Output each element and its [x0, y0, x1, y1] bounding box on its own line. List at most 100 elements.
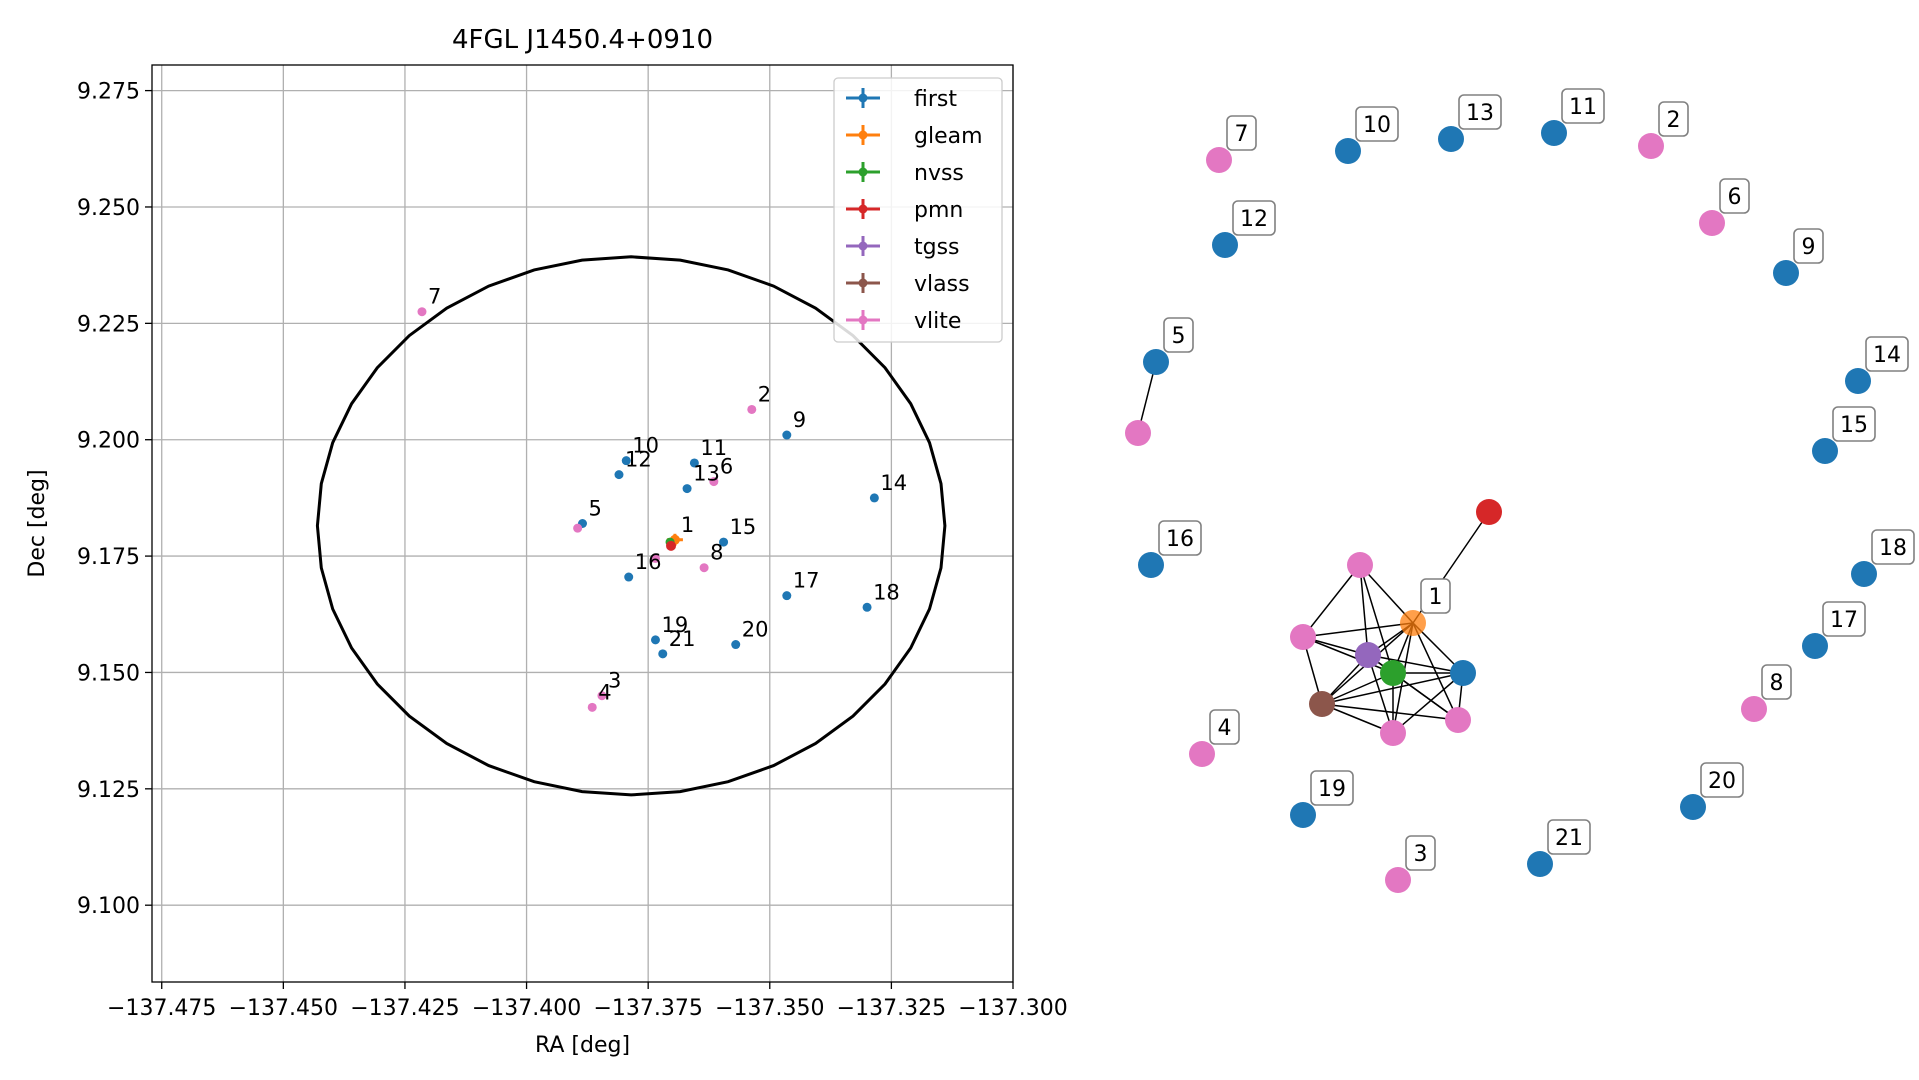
point-label: 7 — [428, 285, 441, 309]
graph-node — [1290, 624, 1316, 650]
graph-node-label: 20 — [1708, 769, 1736, 794]
legend-marker-dot — [858, 204, 868, 214]
graph-node — [1450, 660, 1476, 686]
point-first — [689, 458, 699, 468]
x-tick-label: −137.425 — [350, 996, 459, 1021]
point-label: 9 — [793, 408, 806, 432]
point-vlite — [417, 307, 427, 317]
point-first — [624, 572, 634, 582]
graph-node-label: 19 — [1318, 777, 1346, 802]
point-label: 4 — [598, 680, 611, 704]
graph-node-label: 1 — [1429, 585, 1443, 610]
y-tick-label: 9.100 — [77, 894, 140, 919]
x-tick-label: −137.350 — [715, 996, 824, 1021]
graph-node-label-box — [1871, 529, 1915, 565]
graph-node-label: 18 — [1879, 536, 1907, 561]
graph-node — [1541, 120, 1567, 146]
point-label: 10 — [632, 434, 659, 458]
graph-node-label-box — [1561, 88, 1605, 124]
graph-node-label-box — [1719, 178, 1750, 214]
graph-nodes — [1125, 120, 1877, 893]
graph-node — [1347, 552, 1373, 578]
graph-node — [1212, 232, 1238, 258]
graph-edge — [1367, 654, 1464, 674]
point-label: 2 — [758, 382, 771, 406]
graph-node-label: 7 — [1235, 122, 1249, 147]
x-tick-label: −137.475 — [107, 996, 216, 1021]
legend-marker-dot — [858, 93, 868, 103]
graph-node — [1143, 349, 1169, 375]
legend-box — [833, 77, 1003, 343]
legend-label: nvss — [914, 161, 964, 186]
graph-node-label: 4 — [1218, 716, 1232, 741]
graph-node-label: 16 — [1166, 527, 1194, 552]
axes-frame — [151, 64, 1014, 983]
graph-node-label: 3 — [1414, 842, 1428, 867]
graph-node-label: 9 — [1802, 235, 1816, 260]
graph-edge — [1412, 622, 1459, 721]
point-first — [869, 493, 879, 503]
localization-ellipse — [315, 255, 947, 797]
point-vlite — [587, 702, 597, 712]
point-label: 21 — [669, 627, 696, 651]
graph-node — [1309, 691, 1335, 717]
graph-node — [1773, 260, 1799, 286]
legend-label: tgss — [914, 235, 960, 260]
graph-edge — [1359, 564, 1394, 674]
point-label: 12 — [625, 448, 652, 472]
graph-node — [1527, 851, 1553, 877]
graph-node-label: 21 — [1555, 826, 1583, 851]
point-label: 13 — [693, 462, 720, 486]
x-tick-label: −137.325 — [837, 996, 946, 1021]
graph-node-label-box — [1761, 664, 1792, 700]
legend-label: gleam — [914, 124, 983, 149]
graph-node — [1680, 794, 1706, 820]
graph-node-label-box — [1310, 770, 1354, 806]
legend-marker-dot — [858, 167, 868, 177]
legend-marker-dot — [858, 278, 868, 288]
graph-edge — [1302, 622, 1414, 638]
graph-node-label: 6 — [1728, 185, 1742, 210]
point-first — [731, 640, 741, 650]
x-tick-label: −137.450 — [229, 996, 338, 1021]
graph-edge — [1392, 672, 1464, 734]
legend-marker-dot — [858, 241, 868, 251]
legend-label: first — [914, 87, 957, 112]
graph-node — [1400, 610, 1426, 636]
graph-node-label-box — [1420, 578, 1451, 614]
graph-node-label-box — [1458, 94, 1502, 130]
point-label: 17 — [793, 569, 820, 593]
point-first — [782, 591, 792, 601]
legend-label: vlite — [914, 309, 961, 334]
graph-edge — [1359, 564, 1414, 624]
graph-node-label: 15 — [1840, 413, 1868, 438]
graph-node-label: 10 — [1363, 113, 1391, 138]
graph-edge — [1302, 636, 1394, 674]
graph-node-label-box — [1822, 601, 1866, 637]
graph-node — [1851, 561, 1877, 587]
legend: first gleam nvss pmn tgss vlass vlite — [833, 77, 1003, 343]
graph-node-label-box — [1547, 819, 1591, 855]
graph-node — [1699, 210, 1725, 236]
point-label: 6 — [720, 455, 733, 479]
point-label: 20 — [742, 618, 769, 642]
graph-edge — [1321, 703, 1459, 721]
graph-node-label: 8 — [1770, 671, 1784, 696]
graph-node-label-box — [1832, 406, 1876, 442]
graph-node-label-box — [1658, 101, 1689, 137]
legend-label: vlass — [914, 272, 970, 297]
graph-node-label: 13 — [1466, 101, 1494, 126]
y-axis-label: Dec [deg] — [25, 469, 50, 577]
graph-node — [1189, 741, 1215, 767]
x-tick-label: −137.375 — [593, 996, 702, 1021]
x-axis-label: RA [deg] — [535, 1033, 630, 1058]
graph-node — [1206, 147, 1232, 173]
graph-node-label-box — [1163, 317, 1194, 353]
graph-node-label: 12 — [1240, 207, 1268, 232]
graph-node-label-box — [1405, 835, 1436, 871]
point-vlite — [573, 523, 583, 533]
